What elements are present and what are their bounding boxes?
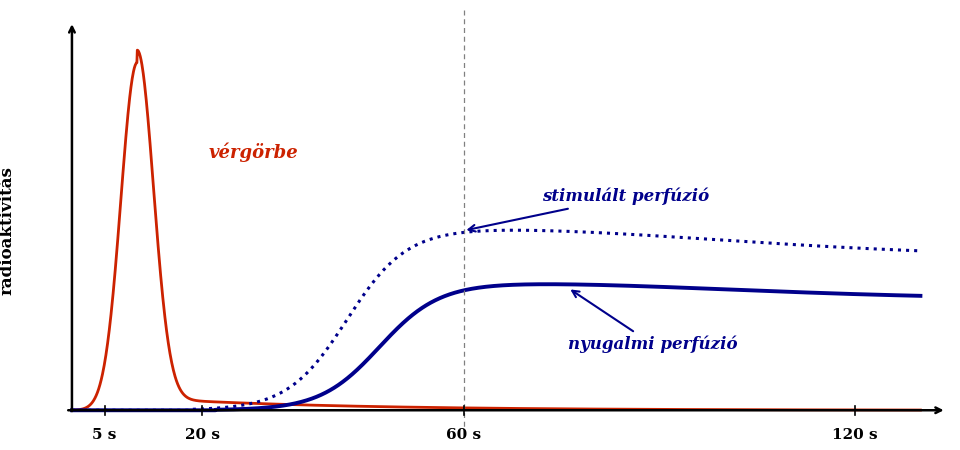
- Text: 20 s: 20 s: [185, 428, 220, 441]
- Text: nyugalmi perfúzió: nyugalmi perfúzió: [568, 291, 737, 353]
- Text: 60 s: 60 s: [446, 428, 481, 441]
- Text: radioaktivitás: radioaktivitás: [0, 166, 15, 295]
- Text: vérgörbe: vérgörbe: [209, 143, 299, 162]
- Text: stimulált perfúzió: stimulált perfúzió: [468, 188, 709, 231]
- Text: 5 s: 5 s: [92, 428, 117, 441]
- Text: 120 s: 120 s: [832, 428, 878, 441]
